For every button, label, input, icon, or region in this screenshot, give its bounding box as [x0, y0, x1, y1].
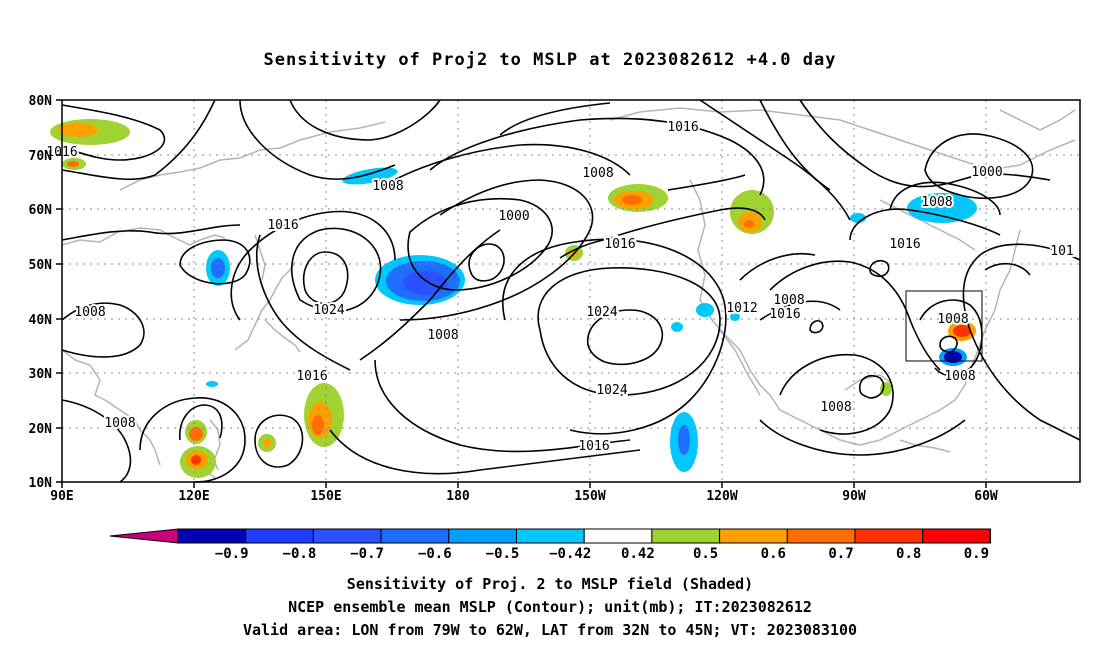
colorbar-swatch [786, 528, 856, 544]
contour-label: 1008 [104, 416, 135, 431]
tick-marks [56, 99, 987, 488]
colorbar: −0.9 −0.8 −0.7 −0.6 −0.5 −0.42 0.42 0.5 0.6 0.7 0.… [109, 528, 991, 562]
colorbar-label: −0.42 [549, 546, 591, 562]
contour-label: 1016 [578, 439, 609, 454]
contour-label: 1016 [604, 236, 635, 251]
colorbar-label: 0.9 [964, 546, 989, 562]
colorbar-swatch [312, 528, 382, 544]
colorbar-label: 0.42 [621, 546, 655, 562]
lon-label-60w: 60W [974, 489, 998, 504]
caption-shading: Sensitivity of Proj. 2 to MSLP field (Sh… [346, 575, 754, 593]
latitude-labels: 80N 70N 60N 50N 40N 30N 20N 10N [29, 94, 53, 491]
contour-label: 1008 [921, 195, 952, 210]
coastlines [61, 107, 1076, 479]
lon-label-120e: 120E [178, 489, 209, 504]
contour-label: 1008 [944, 369, 975, 384]
contour-label: 1008 [937, 312, 968, 327]
colorbar-label: 0.5 [693, 546, 718, 562]
colorbar-swatch [651, 528, 721, 544]
colorbar-label: −0.8 [283, 546, 317, 562]
lon-label-90w: 90W [842, 489, 866, 504]
contour-label: 1016 [296, 369, 327, 384]
contour-label: 1008 [582, 166, 613, 181]
colorbar-label: −0.7 [350, 546, 384, 562]
colorbar-label: −0.9 [215, 546, 249, 562]
colorbar-swatch [245, 528, 314, 544]
contour-label: 1016 [769, 307, 800, 322]
contour-label: 1008 [372, 179, 403, 194]
contour-label: 1024 [596, 383, 627, 398]
plot-title: Sensitivity of Proj2 to MSLP at 20230826… [263, 50, 837, 70]
lat-label-70n: 70N [29, 149, 53, 164]
colorbar-label: 0.6 [761, 546, 786, 562]
lon-label-180: 180 [446, 489, 470, 504]
lon-label-120w: 120W [706, 489, 737, 504]
colorbar-swatch [854, 528, 924, 544]
caption-contour: NCEP ensemble mean MSLP (Contour); unit(… [288, 598, 812, 616]
colorbar-swatch [177, 528, 247, 544]
colorbar-swatch [516, 528, 585, 544]
colorbar-swatch [719, 528, 788, 544]
contour-label: 1012 [726, 301, 757, 316]
contour-label: 1000 [971, 165, 1002, 180]
lat-label-50n: 50N [29, 258, 53, 273]
contour-label: 1024 [586, 305, 617, 320]
map-frame [61, 99, 1081, 483]
contour-labels: 1016101610081016100810001016100810081000… [44, 118, 1075, 456]
colorbar-swatch [448, 528, 517, 544]
lat-label-60n: 60N [29, 203, 53, 218]
contour-label: 1016 [667, 120, 698, 135]
sensitivity-shading [50, 119, 977, 478]
lat-label-40n: 40N [29, 313, 53, 328]
mslp-contours [61, 99, 1081, 483]
contour-label: 1000 [498, 209, 529, 224]
lat-label-80n: 80N [29, 94, 53, 109]
contour-label: 101 [1050, 244, 1073, 259]
colorbar-label: 0.7 [828, 546, 853, 562]
colorbar-label: −0.6 [418, 546, 452, 562]
colorbar-low-extend [109, 528, 179, 544]
contour-label: 1008 [427, 328, 458, 343]
contour-label: 1016 [604, 237, 635, 252]
contour-label: 1008 [74, 305, 105, 320]
valid-area-box [905, 290, 983, 362]
colorbar-swatch [583, 528, 653, 544]
contour-label: 1016 [889, 237, 920, 252]
colorbar-label: 0.8 [896, 546, 921, 562]
lon-label-90e: 90E [50, 489, 73, 504]
caption-valid-area: Valid area: LON from 79W to 62W, LAT fro… [242, 621, 858, 639]
colorbar-swatch [922, 528, 991, 544]
lat-label-20n: 20N [29, 422, 53, 437]
contour-label: 1016 [267, 218, 298, 233]
lat-label-10n: 10N [29, 476, 53, 491]
lon-label-150w: 150W [574, 489, 605, 504]
contour-label: 1008 [773, 293, 804, 308]
longitude-labels: 90E 120E 150E 180 150W 120W 90W 60W [50, 489, 998, 504]
colorbar-label: −0.5 [486, 546, 520, 562]
contour-label: 1024 [313, 303, 344, 318]
contour-label: 1008 [820, 400, 851, 415]
colorbar-swatch [380, 528, 450, 544]
lat-label-30n: 30N [29, 367, 53, 382]
lon-label-150e: 150E [310, 489, 341, 504]
